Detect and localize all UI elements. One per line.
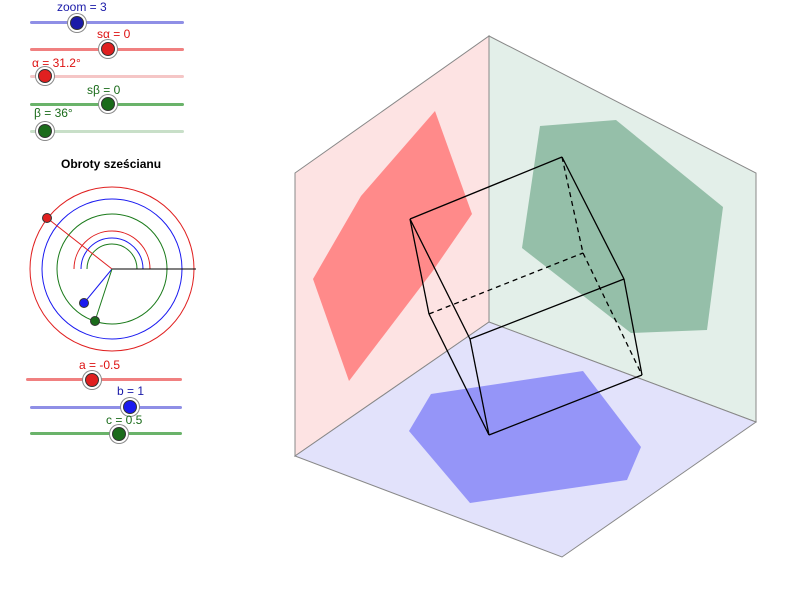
panel-title: Obroty sześcianu (61, 157, 162, 171)
a-slider-track[interactable] (26, 378, 182, 381)
b-slider-handle[interactable] (123, 400, 137, 414)
alpha-slider-track[interactable] (30, 75, 184, 78)
a-slider-label: a = -0.5 (79, 358, 121, 372)
b-point[interactable] (79, 298, 89, 308)
s-alpha-slider-handle[interactable] (101, 42, 115, 56)
b-slider-track[interactable] (30, 406, 182, 409)
arc-alpha-mid (73, 230, 151, 270)
beta-point[interactable] (90, 316, 100, 326)
s-beta-slider-handle[interactable] (101, 97, 115, 111)
zoom-slider-track[interactable] (30, 21, 184, 24)
zoom-slider-handle[interactable] (70, 16, 84, 30)
b-slider-label: b = 1 (117, 384, 145, 398)
s-beta-slider-label: sβ = 0 (87, 83, 121, 97)
b-radius (83, 268, 113, 304)
alpha-radius (46, 217, 113, 270)
right-wall-shadow (522, 120, 723, 333)
beta-slider-track[interactable] (30, 130, 184, 133)
c-slider-track[interactable] (30, 432, 182, 435)
left-wall-shadow (313, 111, 472, 381)
beta-radius (94, 268, 113, 322)
alpha-slider-handle[interactable] (38, 69, 52, 83)
arc-b-mid (80, 237, 144, 270)
arc-beta-mid (86, 243, 138, 270)
s-alpha-slider-label: sα = 0 (97, 27, 131, 41)
cube-wireframe (409, 156, 643, 436)
alpha-slider-label: α = 31.2° (32, 56, 81, 70)
c-slider-label: c = 0.5 (106, 413, 143, 427)
floor-shadow (409, 371, 641, 503)
c-slider-handle[interactable] (112, 427, 126, 441)
a-slider-handle[interactable] (85, 373, 99, 387)
beta-slider-handle[interactable] (38, 124, 52, 138)
scene-3d (293, 35, 758, 558)
zoom-slider-label: zoom = 3 (57, 0, 107, 14)
alpha-point[interactable] (42, 213, 52, 223)
beta-slider-label: β = 36° (34, 106, 73, 120)
